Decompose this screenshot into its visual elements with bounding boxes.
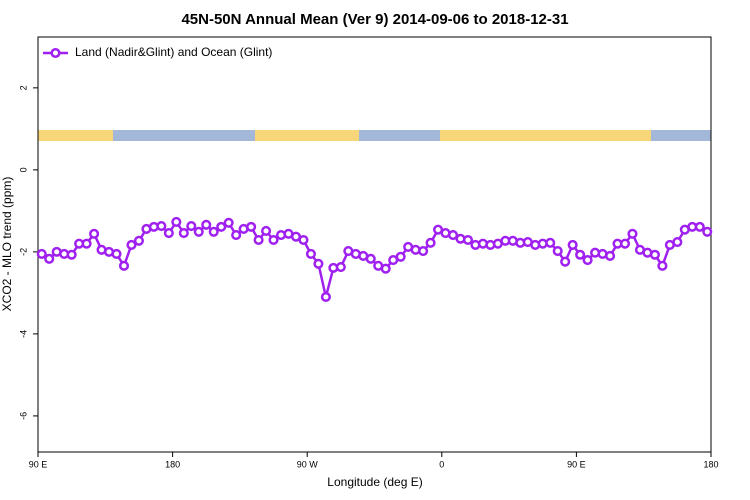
data-point	[425, 237, 436, 248]
x-tick-label: 0	[439, 459, 444, 469]
data-point	[305, 248, 316, 259]
data-point	[216, 221, 227, 232]
ocean	[113, 130, 255, 141]
ocean	[359, 130, 440, 141]
data-point	[320, 291, 331, 303]
data-point	[447, 230, 459, 241]
data-point	[418, 246, 429, 257]
data-point	[649, 249, 660, 260]
data-point	[133, 235, 144, 246]
x-tick-label: 90 E	[29, 459, 48, 469]
plot-frame	[37, 36, 712, 453]
y-tick-label: -6	[18, 412, 28, 420]
legend-label: Land (Nadir&Glint) and Ocean (Glint)	[75, 45, 272, 59]
data-point	[702, 226, 713, 237]
data-point	[582, 255, 593, 266]
data-point	[335, 262, 346, 273]
data-point	[395, 251, 406, 262]
data-point	[545, 237, 556, 248]
y-tick-label: 0	[18, 167, 28, 172]
data-point	[694, 221, 705, 232]
data-point	[193, 226, 204, 237]
data-point	[208, 226, 219, 237]
data-point	[201, 219, 212, 230]
data-point	[552, 246, 563, 257]
data-point	[298, 234, 309, 246]
data-point	[163, 227, 174, 239]
data-point	[89, 228, 100, 239]
data-point	[44, 253, 55, 264]
chart-title: 45N-50N Annual Mean (Ver 9) 2014-09-06 t…	[181, 11, 568, 28]
data-point	[313, 258, 324, 269]
land	[255, 130, 359, 141]
land-ocean-strip	[38, 130, 711, 141]
data-point	[261, 225, 272, 237]
y-tick-label: -4	[18, 330, 28, 338]
y-tick-label: -2	[18, 248, 28, 256]
data-point	[126, 239, 137, 250]
data-point	[118, 260, 130, 271]
data-point	[66, 249, 77, 260]
data-point	[462, 234, 474, 246]
data-point	[560, 256, 571, 267]
data-point	[36, 248, 47, 259]
data-point	[605, 250, 616, 262]
data-point	[253, 234, 264, 246]
ocean	[651, 130, 711, 141]
data-point	[178, 227, 189, 239]
data-point	[246, 221, 257, 232]
data-point	[111, 248, 122, 259]
data-point	[619, 238, 631, 249]
data-point	[627, 228, 638, 239]
data-point	[268, 234, 279, 246]
data-point	[657, 260, 668, 271]
x-tick-label: 180	[703, 459, 718, 469]
x-tick-label: 90 W	[297, 459, 319, 469]
x-tick-label: 90 E	[567, 459, 586, 469]
x-tick-label: 180	[165, 459, 180, 469]
x-axis-label: Longitude (deg E)	[327, 475, 422, 489]
data-point	[81, 238, 92, 249]
land	[440, 130, 651, 141]
land	[38, 130, 113, 141]
legend-marker	[50, 47, 61, 59]
y-tick-label: 2	[18, 85, 28, 90]
data-point	[380, 263, 391, 274]
data-point	[223, 217, 234, 228]
data-point	[231, 230, 242, 241]
data-point	[672, 236, 683, 248]
data-point	[567, 239, 578, 250]
data-point	[365, 253, 376, 264]
data-point	[575, 249, 586, 260]
y-axis-label: XCO2 - MLO trend (ppm)	[0, 177, 14, 312]
data-point	[156, 220, 167, 232]
data-point	[186, 220, 197, 232]
data-point	[171, 216, 182, 227]
